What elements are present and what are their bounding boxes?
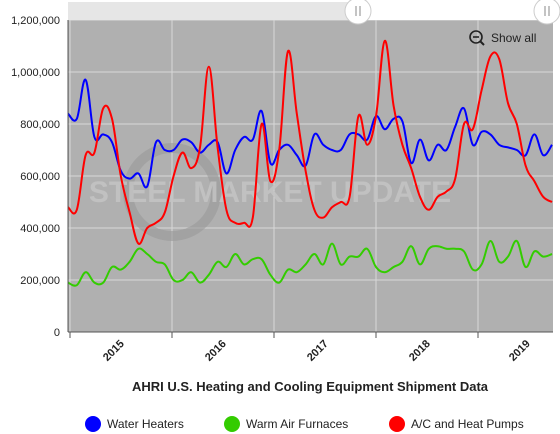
navigator-left-handle[interactable] [344, 0, 372, 25]
x-axis: 2015 2016 2017 2018 2019 [68, 331, 553, 364]
legend-marker [85, 416, 101, 432]
series-line-a-c-and-heat-pumps[interactable] [67, 39, 553, 245]
range-navigator[interactable] [68, 0, 560, 25]
legend-label: Water Heaters [107, 417, 184, 431]
chart-title: AHRI U.S. Heating and Cooling Equipment … [132, 379, 489, 394]
y-axis: 0 200,000 400,000 600,000 800,000 1,000,000 1,… [11, 15, 69, 339]
zoom-out-icon [469, 30, 485, 46]
show-all-label[interactable]: Show all [491, 31, 536, 45]
x-tick-label: 2018 [407, 338, 433, 364]
legend-marker [224, 416, 240, 432]
y-tick-label: 800,000 [20, 119, 60, 131]
y-tick-label: 600,000 [20, 171, 60, 183]
series-line-warm-air-furnaces[interactable] [67, 239, 553, 287]
y-tick-label: 1,000,000 [11, 67, 60, 79]
x-tick-label: 2017 [305, 338, 331, 364]
legend-marker [389, 416, 405, 432]
watermark-logo-circle [123, 143, 221, 241]
x-tick-label: 2019 [507, 338, 533, 364]
legend-label: Warm Air Furnaces [246, 417, 348, 431]
legend: Water Heaters Warm Air Furnaces A/C and He… [85, 416, 524, 432]
show-all-button[interactable]: Show all [469, 30, 536, 46]
x-tick-label: 2015 [101, 338, 127, 364]
navigator-right-handle[interactable] [533, 0, 560, 25]
navigator-selected-range[interactable] [358, 2, 553, 20]
y-tick-label: 400,000 [20, 223, 60, 235]
series-lines [67, 39, 553, 287]
legend-label: A/C and Heat Pumps [411, 417, 524, 431]
y-tick-label: 0 [54, 327, 60, 339]
y-tick-label: 200,000 [20, 275, 60, 287]
legend-item[interactable]: A/C and Heat Pumps [389, 416, 524, 432]
legend-item[interactable]: Water Heaters [85, 416, 184, 432]
series-line-water-heaters[interactable] [67, 78, 553, 189]
legend-item[interactable]: Warm Air Furnaces [224, 416, 348, 432]
x-tick-label: 2016 [203, 338, 229, 364]
y-tick-label: 1,200,000 [11, 15, 60, 27]
